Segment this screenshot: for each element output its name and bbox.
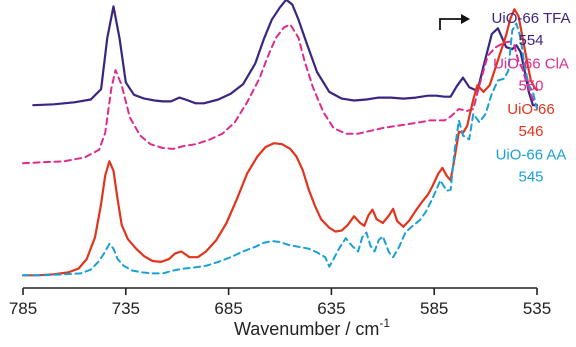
x-tick-label: 735: [112, 299, 140, 318]
x-tick-label: 785: [9, 299, 37, 318]
legend-label-uio-66-cla: UiO-66 ClA: [493, 56, 569, 73]
x-axis-title: Wavenumber / cm-1: [234, 316, 390, 339]
x-tick-label: 535: [523, 299, 551, 318]
legend-peak-uio-66-tfa: 554: [518, 32, 543, 49]
legend: UiO-66 TFA 554 UiO-66 ClA 550 UiO-66 546 UiO-6…: [492, 10, 571, 186]
series-line-uio-66-aa: [22, 22, 538, 277]
legend-label-uio-66-tfa: UiO-66 TFA: [492, 10, 571, 27]
legend-peak-uio-66-aa: 545: [518, 169, 543, 186]
series-line-uio-66-tfa: [32, 0, 539, 107]
x-axis-title-text: Wavenumber / cm: [234, 319, 379, 339]
series-line-uio-66-cla: [22, 23, 538, 165]
legend-label-uio-66: UiO-66: [507, 101, 555, 118]
legend-peak-uio-66-cla: 550: [518, 78, 543, 95]
x-tick-label: 635: [317, 299, 345, 318]
series-line-uio-66: [21, 8, 539, 277]
plot-area: [21, 0, 539, 277]
x-axis-ticks: 785 735 685 635 585 535: [9, 288, 551, 318]
x-tick-label: 685: [214, 299, 242, 318]
peak-arrow-icon: [439, 14, 470, 30]
legend-label-uio-66-aa: UiO-66 AA: [496, 147, 567, 164]
legend-peak-uio-66: 546: [518, 123, 543, 140]
x-axis-title-superscript: -1: [379, 316, 390, 330]
x-tick-label: 585: [420, 299, 448, 318]
